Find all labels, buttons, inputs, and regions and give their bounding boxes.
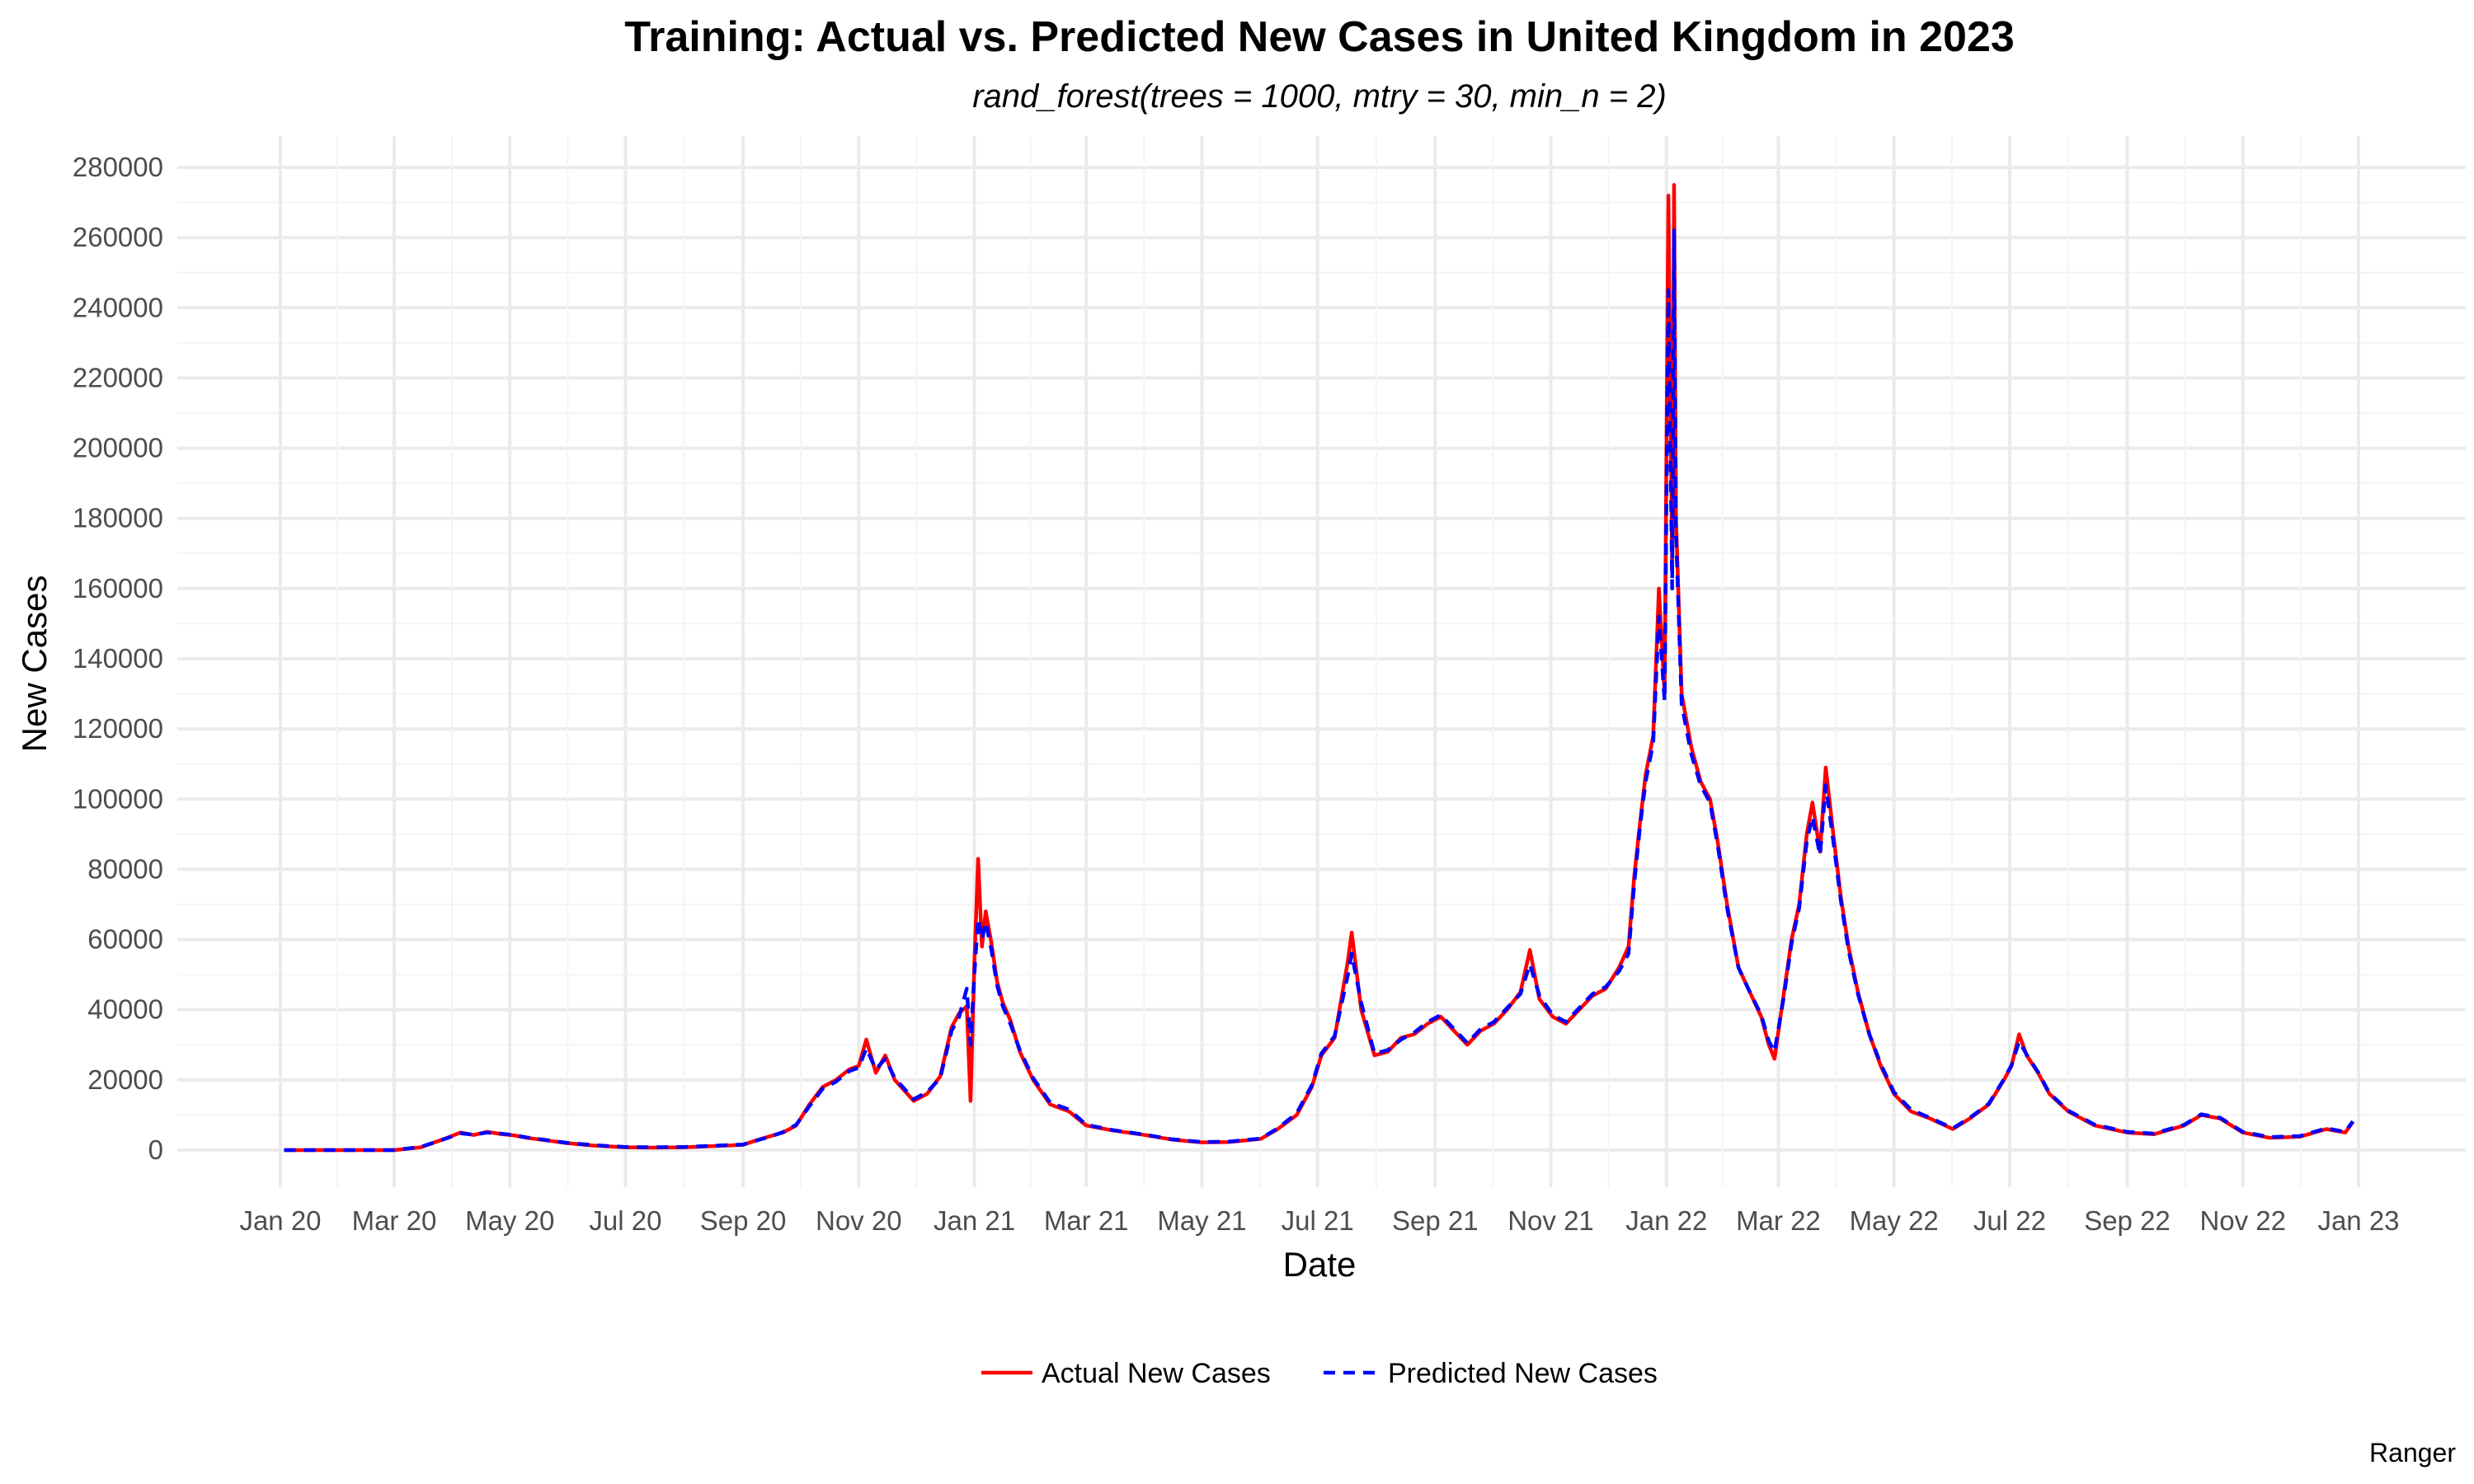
- y-tick-label: 200000: [73, 433, 163, 463]
- x-tick-label: Nov 22: [2199, 1205, 2286, 1236]
- x-tick-label: Mar 22: [1736, 1205, 1821, 1236]
- y-tick-label: 280000: [73, 152, 163, 182]
- y-tick-label: 100000: [73, 783, 163, 814]
- x-tick-label: Jan 20: [239, 1205, 321, 1236]
- x-tick-label: May 20: [465, 1205, 554, 1236]
- y-tick-label: 140000: [73, 643, 163, 674]
- y-tick-label: 20000: [87, 1064, 163, 1095]
- x-tick-label: May 22: [1850, 1205, 1939, 1236]
- x-tick-label: May 21: [1157, 1205, 1246, 1236]
- x-tick-label: Jan 23: [2317, 1205, 2399, 1236]
- y-tick-label: 120000: [73, 713, 163, 744]
- x-tick-label: Jul 21: [1282, 1205, 1354, 1236]
- x-tick-label: Mar 21: [1044, 1205, 1129, 1236]
- chart-caption: Ranger: [2369, 1438, 2456, 1468]
- series-line-actual: [284, 183, 2354, 1153]
- x-tick-label: Mar 20: [352, 1205, 437, 1236]
- x-axis-ticks: Jan 20 Mar 20 May 20 Jul 20 Sep 20 Nov 20 Jan …: [239, 1205, 2399, 1236]
- legend: Actual New Cases Predicted New Cases: [981, 1358, 1658, 1389]
- x-tick-label: Sep 21: [1392, 1205, 1479, 1236]
- y-tick-label: 220000: [73, 362, 163, 392]
- y-tick-label: 0: [148, 1134, 163, 1165]
- y-tick-label: 40000: [87, 994, 163, 1025]
- y-axis-title: New Cases: [15, 575, 54, 753]
- x-tick-label: Jul 22: [1973, 1205, 2046, 1236]
- y-tick-label: 160000: [73, 573, 163, 603]
- y-tick-label: 80000: [87, 853, 163, 884]
- y-tick-label: 180000: [73, 503, 163, 533]
- x-axis-title: Date: [1283, 1245, 1357, 1284]
- legend-label-predicted: Predicted New Cases: [1388, 1358, 1658, 1389]
- x-tick-label: Sep 20: [700, 1205, 787, 1236]
- legend-label-actual: Actual New Cases: [1042, 1358, 1271, 1389]
- x-tick-label: Jan 21: [934, 1205, 1015, 1236]
- chart-title: Training: Actual vs. Predicted New Cases…: [624, 13, 2015, 61]
- y-tick-label: 240000: [73, 292, 163, 322]
- y-tick-label: 260000: [73, 222, 163, 252]
- x-tick-label: Nov 20: [816, 1205, 902, 1236]
- x-tick-label: Sep 22: [2084, 1205, 2171, 1236]
- y-tick-label: 60000: [87, 924, 163, 955]
- x-tick-label: Nov 21: [1507, 1205, 1594, 1236]
- y-axis-ticks: 0 20000 40000 60000 80000 100000 120000 140000 1…: [73, 152, 163, 1165]
- x-tick-label: Jan 22: [1625, 1205, 1707, 1236]
- chart-subtitle: rand_forest(trees = 1000, mtry = 30, min…: [972, 78, 1667, 115]
- grid: [177, 136, 2466, 1187]
- x-tick-label: Jul 20: [589, 1205, 661, 1236]
- series-layer: [284, 183, 2354, 1153]
